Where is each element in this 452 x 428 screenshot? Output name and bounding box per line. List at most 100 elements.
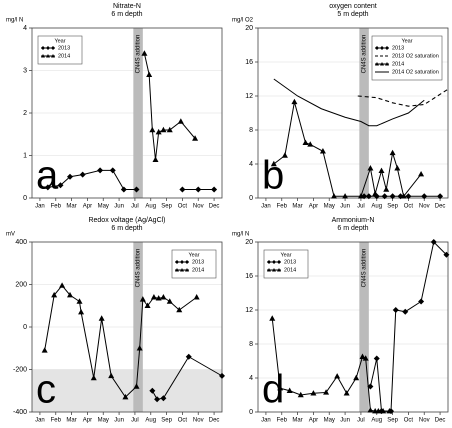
marker (286, 387, 293, 393)
legend-box (371, 35, 443, 81)
y-tick-label: 12 (245, 93, 253, 100)
marker (394, 165, 401, 171)
y-tick-label: 8 (249, 341, 253, 348)
marker (319, 148, 326, 154)
legend-label: 2013 O2 saturation (392, 53, 439, 59)
marker (78, 308, 85, 315)
marker (136, 345, 143, 351)
x-tick-label: Aug (371, 204, 382, 210)
marker (277, 385, 284, 391)
marker (98, 315, 105, 321)
addition-band (359, 242, 369, 412)
marker (443, 251, 450, 258)
legend-title: Year (401, 38, 412, 44)
marker (400, 193, 407, 199)
marker (373, 355, 380, 362)
y-axis-label: mg/l N (6, 18, 23, 24)
x-tick-label: Feb (51, 418, 62, 424)
y-tick-label: 0 (23, 195, 27, 202)
legend-marker (375, 62, 379, 66)
plot-frame (31, 27, 223, 199)
y-tick-label: -400 (13, 409, 27, 416)
marker (310, 390, 317, 396)
marker (79, 171, 86, 178)
legend-label: 2014 (192, 267, 204, 273)
marker (367, 383, 374, 390)
marker (331, 193, 337, 199)
series-line (271, 318, 390, 412)
marker (421, 193, 428, 200)
marker (392, 307, 399, 313)
x-tick-label: Dec (435, 204, 446, 210)
marker (389, 149, 396, 156)
marker (365, 193, 372, 200)
y-tick-label: 4 (249, 375, 253, 382)
x-tick-label: Jan (35, 418, 45, 424)
marker (357, 193, 364, 199)
marker (342, 193, 349, 199)
marker (372, 190, 379, 196)
x-tick-label: Apr (83, 418, 92, 424)
marker (334, 373, 341, 379)
legend-marker (41, 54, 45, 58)
marker (179, 186, 186, 193)
x-tick-label: May (98, 204, 109, 210)
marker (154, 396, 161, 403)
legend-marker (175, 260, 179, 264)
marker (90, 374, 97, 381)
marker (386, 407, 393, 414)
x-tick-label: Oct (178, 204, 188, 210)
x-tick-label: Aug (371, 418, 382, 424)
marker (97, 167, 104, 174)
marker (389, 193, 396, 200)
marker (193, 294, 200, 300)
x-tick-label: Feb (277, 204, 288, 210)
x-tick-label: Nov (193, 204, 204, 210)
legend-box (171, 249, 217, 279)
marker (109, 167, 116, 174)
x-tick-label: Feb (51, 204, 62, 210)
series-line (273, 78, 425, 127)
marker (192, 135, 199, 141)
marker (380, 407, 387, 414)
legend-label: 2014 (284, 267, 296, 273)
marker (430, 239, 437, 245)
marker (155, 128, 162, 135)
marker (139, 296, 146, 302)
x-tick-label: Apr (309, 418, 318, 424)
y-axis-label: mV (6, 232, 15, 238)
marker (302, 139, 309, 145)
shaded-region (32, 369, 222, 412)
x-tick-label: Oct (178, 418, 188, 424)
x-tick-label: Sep (387, 418, 398, 424)
y-tick-label: 1 (23, 152, 27, 159)
x-tick-label: Jul (131, 204, 139, 210)
x-tick-label: Sep (387, 204, 398, 210)
x-tick-label: Jun (114, 418, 124, 424)
marker (51, 291, 58, 298)
marker (405, 193, 412, 200)
x-tick-label: Apr (309, 204, 318, 210)
annotation: CN4S addition (362, 249, 368, 288)
marker (155, 295, 162, 301)
x-tick-label: Mar (66, 418, 76, 424)
marker (144, 302, 151, 308)
x-tick-label: Sep (161, 418, 172, 424)
marker (122, 393, 129, 400)
legend-title: Year (280, 252, 291, 258)
legend-box (37, 35, 83, 65)
plot-frame (257, 241, 449, 413)
legend-marker (385, 62, 389, 66)
marker (291, 98, 298, 105)
marker (108, 372, 115, 379)
marker (381, 193, 388, 200)
legend-title: Year (54, 38, 65, 44)
chart-title: Ammonium-N (332, 217, 375, 224)
x-tick-label: May (324, 418, 335, 424)
marker (44, 184, 51, 191)
legend-label: 2014 (392, 61, 404, 67)
y-tick-label: 12 (245, 307, 253, 314)
x-tick-label: Apr (83, 204, 92, 210)
chart-subtitle: 5 m depth (337, 11, 368, 18)
series-line (357, 88, 449, 107)
